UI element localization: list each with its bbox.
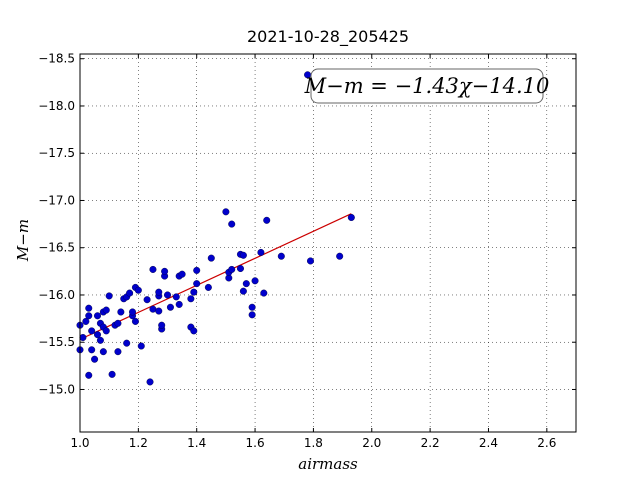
data-point [228, 220, 236, 228]
data-point [242, 280, 250, 288]
y-tick-label: −18.5 [38, 52, 75, 66]
y-tick-label: −18.0 [38, 99, 75, 113]
data-point [105, 292, 113, 300]
data-point [82, 317, 90, 325]
data-point [248, 311, 256, 319]
data-point [129, 308, 137, 316]
data-point [190, 327, 198, 335]
data-point [257, 248, 265, 256]
data-point [239, 251, 247, 259]
equation-annotation: M−m = −1.43χ−14.10 [304, 68, 550, 104]
data-point [204, 283, 212, 291]
data-point [193, 280, 201, 288]
data-point [114, 348, 122, 356]
data-point [143, 296, 151, 304]
data-point [239, 287, 247, 295]
data-point [190, 288, 198, 296]
data-point [175, 300, 183, 308]
data-point [336, 252, 344, 260]
data-point [85, 371, 93, 379]
data-point [277, 252, 285, 260]
x-tick-label: 2.2 [421, 436, 440, 450]
data-point [137, 342, 145, 350]
x-tick-label: 1.4 [187, 436, 206, 450]
data-point [123, 339, 131, 347]
y-tick-label: −15.5 [38, 335, 75, 349]
data-point [85, 312, 93, 320]
fit-line-layer [79, 213, 352, 340]
data-point [263, 216, 271, 224]
data-point [126, 289, 134, 297]
data-point [117, 308, 125, 316]
data-point [88, 346, 96, 354]
data-point [149, 305, 157, 313]
axis-ticks: 1.0 1.2 1.4 1.6 1.8 2.0 2.2 2.4 2.6 −15.0 −15.5 −16… [38, 52, 576, 450]
data-point [94, 331, 102, 339]
data-point [158, 321, 166, 329]
data-point [96, 336, 104, 344]
x-tick-label: 1.0 [70, 436, 89, 450]
data-point [102, 306, 110, 314]
x-tick-label: 2.6 [537, 436, 556, 450]
data-point [108, 370, 116, 378]
x-tick-label: 1.6 [246, 436, 265, 450]
data-point [161, 267, 169, 275]
data-point [88, 327, 96, 335]
data-point [91, 355, 99, 363]
data-point [79, 334, 87, 342]
y-axis-label: M−m [14, 219, 32, 262]
fit-line [79, 213, 352, 340]
data-point [164, 291, 172, 299]
y-tick-label: −17.0 [38, 193, 75, 207]
annotation-text: M−m = −1.43χ−14.10 [304, 74, 550, 98]
data-point [207, 254, 215, 262]
x-tick-label: 2.0 [362, 436, 381, 450]
data-point [193, 266, 201, 274]
data-point [131, 317, 139, 325]
data-point [178, 270, 186, 278]
x-tick-label: 2.4 [479, 436, 498, 450]
data-point [236, 265, 244, 273]
data-point [134, 286, 142, 294]
y-tick-label: −15.0 [38, 382, 75, 396]
data-point [114, 319, 122, 327]
annotation-box [310, 68, 544, 104]
data-point [306, 257, 314, 265]
data-point [146, 378, 154, 386]
data-point [166, 303, 174, 311]
y-tick-label: −16.0 [38, 288, 75, 302]
data-point [172, 293, 180, 301]
data-point [248, 303, 256, 311]
data-point [155, 288, 163, 296]
x-tick-label: 1.8 [304, 436, 323, 450]
y-tick-label: −16.5 [38, 241, 75, 255]
data-point [347, 213, 355, 221]
x-tick-label: 1.2 [129, 436, 148, 450]
data-point [155, 307, 163, 315]
data-points-layer [76, 71, 355, 386]
y-tick-label: −17.5 [38, 146, 75, 160]
data-point [222, 208, 230, 216]
data-point [94, 312, 102, 320]
chart-title: 2021-10-28_205425 [247, 27, 409, 47]
data-point [251, 277, 259, 285]
data-point [102, 327, 110, 335]
data-point [228, 265, 236, 273]
data-point [99, 348, 107, 356]
x-axis-label: airmass [298, 455, 358, 473]
data-point [149, 265, 157, 273]
grid-lines [79, 54, 576, 432]
data-point [260, 289, 268, 297]
data-point [187, 295, 195, 303]
plot-area-frame [79, 53, 577, 433]
data-point [85, 304, 93, 312]
